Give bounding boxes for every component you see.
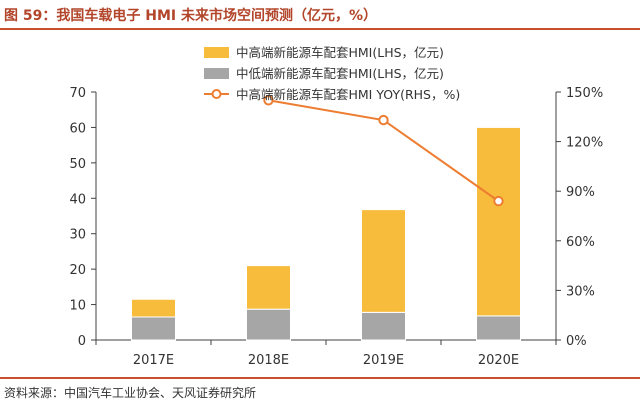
chart-title: 图 59：我国车载电子 HMI 未来市场空间预测（亿元，%）	[4, 8, 377, 24]
bar-segment-low	[131, 316, 176, 341]
legend-marker	[211, 89, 222, 99]
bar-segment-high	[131, 298, 176, 318]
y-left-tick-label: 40	[69, 192, 86, 207]
legend-label: 中高端新能源车配套HMI YOY(RHS，%)	[236, 87, 460, 102]
y-left-tick-label: 70	[69, 86, 86, 101]
y-right-tick-label: 90%	[566, 185, 595, 200]
bar-segment-high	[361, 209, 406, 313]
x-tick-label: 2017E	[133, 353, 174, 368]
x-tick-label: 2018E	[248, 353, 289, 368]
legend-swatch	[204, 68, 229, 79]
y-left-tick-label: 20	[69, 263, 86, 278]
y-right-tick-label: 60%	[566, 235, 595, 250]
chart: 0 10 20 30 40 50 60 70 0% 30% 60% 90% 120% 150% 2017E 2…	[69, 45, 603, 368]
yoy-point	[378, 114, 389, 126]
y-left-tick-label: 30	[69, 228, 86, 243]
y-left-tick-label: 50	[69, 157, 86, 172]
legend-label: 中高端新能源车配套HMI(LHS，亿元)	[236, 45, 444, 60]
y-right-tick-label: 0%	[566, 334, 587, 349]
title-bar: 图 59：我国车载电子 HMI 未来市场空间预测（亿元，%）	[0, 0, 640, 30]
bar-segment-high	[476, 126, 521, 317]
y-right-tick-label: 120%	[566, 136, 603, 151]
y-left-tick-label: 10	[69, 299, 86, 314]
x-tick-label: 2020E	[478, 353, 519, 368]
source-note: 资料来源：中国汽车工业协会、天风证券研究所	[4, 386, 257, 400]
x-tick-label: 2019E	[363, 353, 404, 368]
legend-swatch	[204, 47, 229, 58]
y-right-tick-label: 30%	[566, 284, 595, 299]
yoy-point	[493, 195, 504, 207]
y-left-tick-label: 0	[78, 334, 86, 349]
bar-segment-low	[246, 308, 291, 341]
y-right-tick-label: 150%	[566, 86, 603, 101]
bar-segment-low	[476, 315, 521, 341]
bar-segment-low	[361, 311, 406, 341]
y-left-tick-label: 60	[69, 121, 86, 136]
yoy-point	[263, 95, 274, 106]
footer-rule	[0, 377, 640, 379]
legend-label: 中低端新能源车配套HMI(LHS，亿元)	[236, 66, 444, 81]
bar-segment-high	[246, 265, 291, 310]
